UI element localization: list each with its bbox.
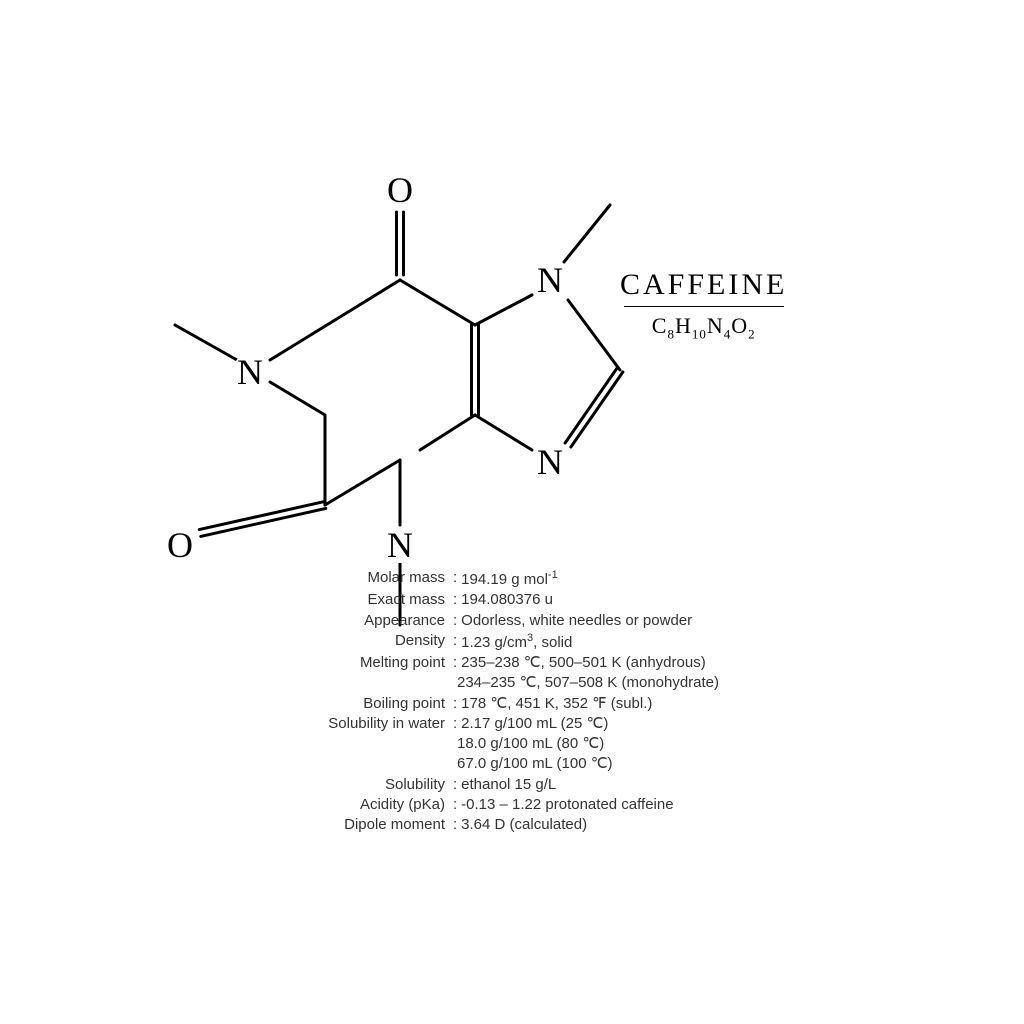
property-value: 194.19 g mol-1: [461, 568, 558, 590]
property-row: Appearance:Odorless, white needles or po…: [230, 611, 850, 631]
atom-label-N9: N: [537, 442, 563, 482]
property-row: 234–235 ℃, 507–508 K (monohydrate): [230, 673, 850, 693]
property-row: Acidity (pKa):-0.13 – 1.22 protonated ca…: [230, 795, 850, 815]
properties-list: Molar mass:194.19 g mol-1Exact mass:194.…: [230, 568, 850, 835]
property-value: -0.13 – 1.22 protonated caffeine: [461, 795, 673, 815]
property-label: Solubility in water: [230, 714, 449, 734]
property-value: 3.64 D (calculated): [461, 815, 587, 835]
property-label: Melting point: [230, 653, 449, 673]
property-row: 67.0 g/100 mL (100 ℃): [230, 754, 850, 774]
property-row: Solubility:ethanol 15 g/L: [230, 775, 850, 795]
property-value: 1.23 g/cm3, solid: [461, 631, 572, 653]
atom-label-N7: N: [537, 260, 563, 300]
atom-label-O1: O: [387, 170, 413, 210]
property-row: Density:1.23 g/cm3, solid: [230, 631, 850, 653]
atom-label-N3: N: [387, 525, 413, 565]
atom-label-N1: N: [237, 352, 263, 392]
property-row: Solubility in water:2.17 g/100 mL (25 ℃): [230, 714, 850, 734]
property-label: Solubility: [230, 775, 449, 795]
title-underline: [624, 306, 784, 307]
compound-title-block: CAFFEINE C8H10N4O2: [620, 268, 787, 342]
property-value: 235–238 ℃, 500–501 K (anhydrous): [461, 653, 706, 673]
property-value: Odorless, white needles or powder: [461, 611, 692, 631]
property-label: [230, 673, 449, 693]
property-value: 178 ℃, 451 K, 352 ℉ (subl.): [461, 694, 652, 714]
property-label: Exact mass: [230, 590, 449, 610]
property-row: 18.0 g/100 mL (80 ℃): [230, 734, 850, 754]
property-row: Dipole moment:3.64 D (calculated): [230, 815, 850, 835]
property-row: Melting point:235–238 ℃, 500–501 K (anhy…: [230, 653, 850, 673]
atom-label-O2: O: [167, 525, 193, 565]
property-value: 194.080376 u: [461, 590, 553, 610]
molecular-formula: C8H10N4O2: [620, 313, 787, 342]
property-row: Boiling point:178 ℃, 451 K, 352 ℉ (subl.…: [230, 694, 850, 714]
property-label: [230, 754, 449, 774]
property-value: ethanol 15 g/L: [461, 775, 556, 795]
property-label: Boiling point: [230, 694, 449, 714]
property-row: Molar mass:194.19 g mol-1: [230, 568, 850, 590]
property-label: Molar mass: [230, 568, 449, 590]
property-row: Exact mass:194.080376 u: [230, 590, 850, 610]
property-label: Density: [230, 631, 449, 653]
property-label: Dipole moment: [230, 815, 449, 835]
property-value: 2.17 g/100 mL (25 ℃): [461, 714, 608, 734]
property-label: [230, 734, 449, 754]
property-value: 67.0 g/100 mL (100 ℃): [457, 754, 613, 774]
compound-name: CAFFEINE: [620, 268, 787, 302]
property-value: 18.0 g/100 mL (80 ℃): [457, 734, 604, 754]
property-label: Appearance: [230, 611, 449, 631]
property-label: Acidity (pKa): [230, 795, 449, 815]
property-value: 234–235 ℃, 507–508 K (monohydrate): [457, 673, 719, 693]
